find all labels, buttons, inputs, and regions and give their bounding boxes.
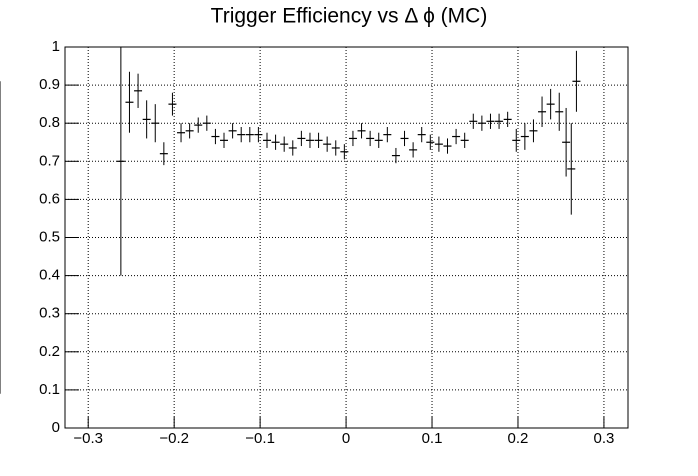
y-tick-label: 1: [52, 38, 60, 55]
chart-title: Trigger Efficiency vs Δ ϕ (MC): [211, 5, 488, 28]
y-tick-label: 0.8: [39, 114, 60, 131]
x-tick-label: −0.3: [73, 430, 103, 447]
y-tick-label: 0: [52, 419, 60, 436]
y-tick-label: 0.3: [39, 305, 60, 322]
x-tick-label: 0.2: [508, 430, 529, 447]
y-tick-label: 0.1: [39, 381, 60, 398]
x-tick-label: 0: [342, 430, 350, 447]
y-tick-label: 0.2: [39, 343, 60, 360]
y-tick-label: 0.4: [39, 267, 60, 284]
y-tick-label: 0.7: [39, 152, 60, 169]
y-tick-label: 0.9: [39, 76, 60, 93]
y-tick-label: 0.6: [39, 190, 60, 207]
x-tick-label: 0.1: [422, 430, 443, 447]
x-tick-label: 0.3: [594, 430, 615, 447]
x-tick-label: −0.1: [245, 430, 275, 447]
plot-frame: [64, 46, 629, 429]
y-tick-label: 0.5: [39, 228, 60, 245]
x-tick-label: −0.2: [159, 430, 189, 447]
